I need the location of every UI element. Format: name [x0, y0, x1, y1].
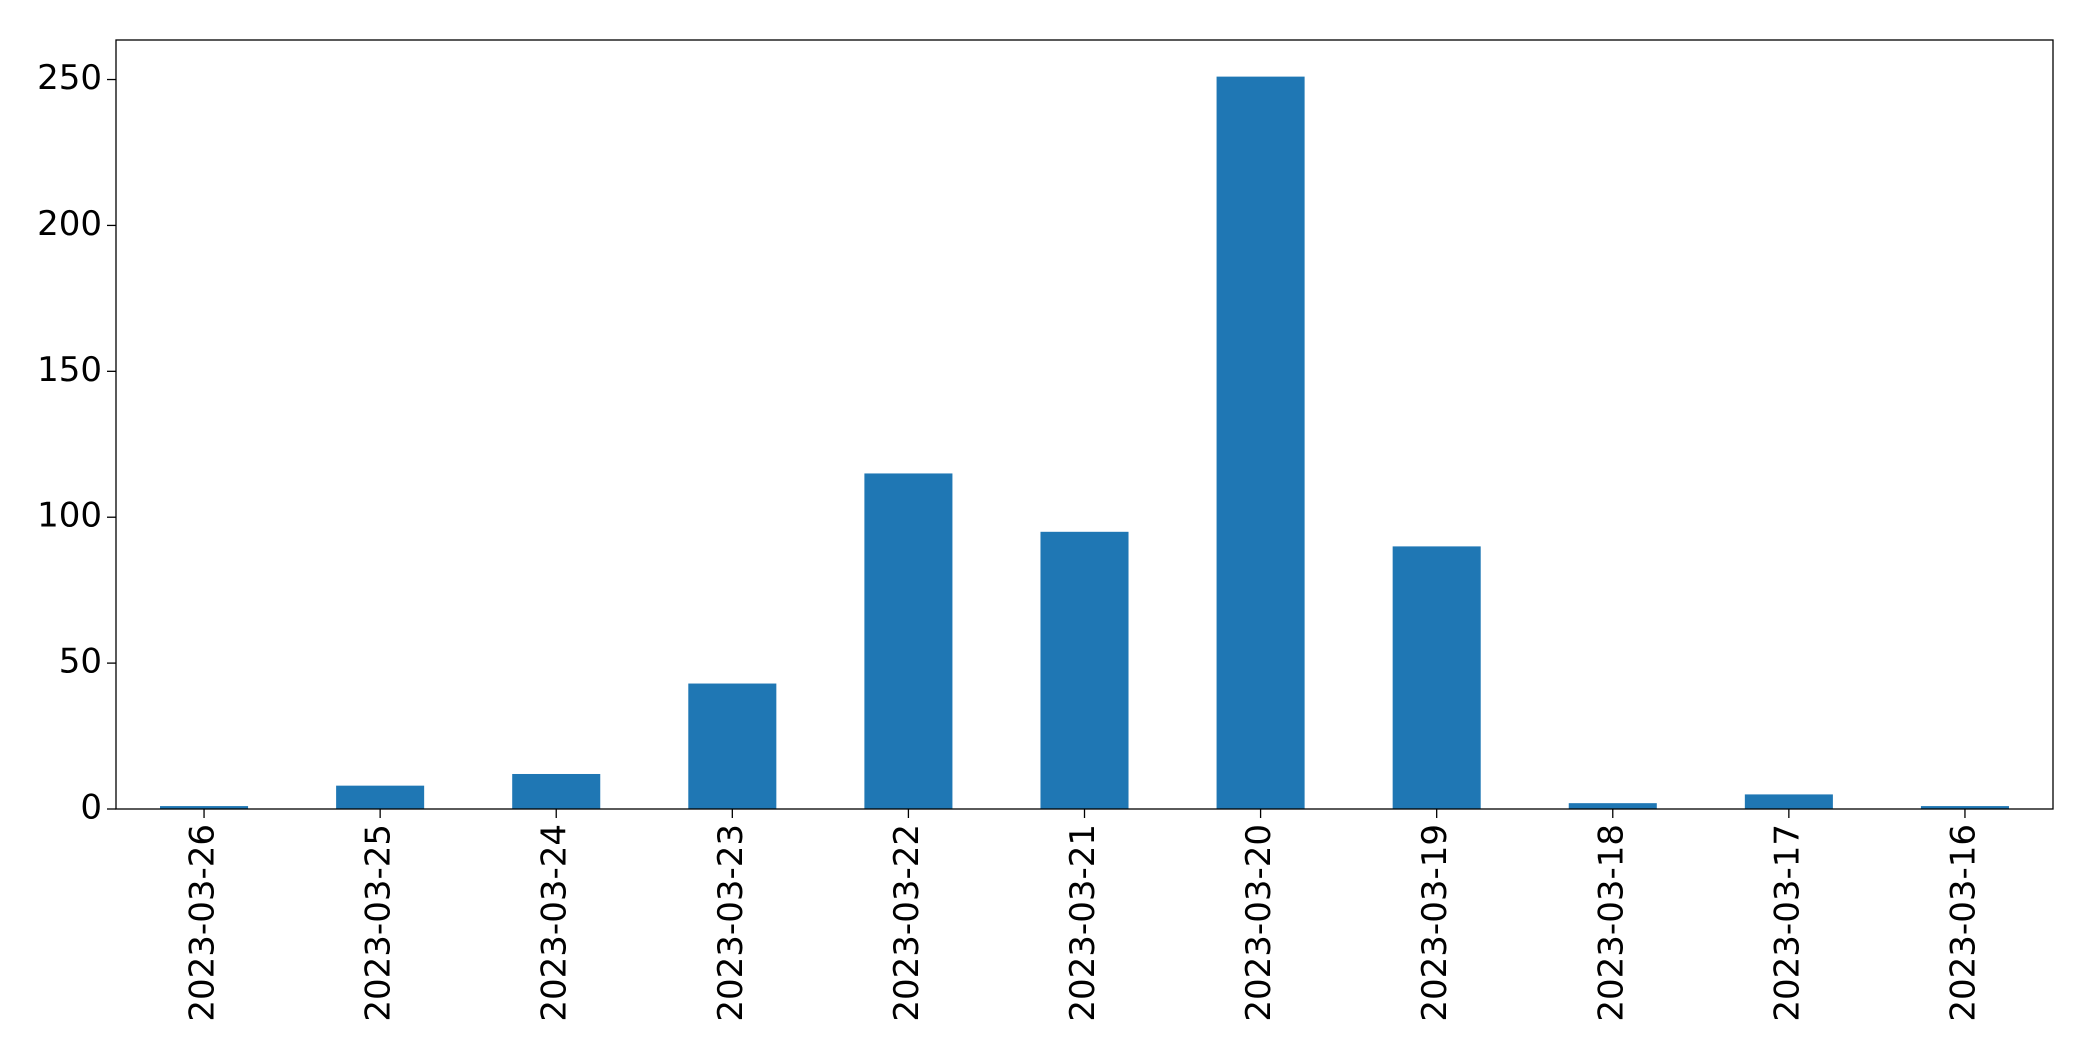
bar — [688, 683, 777, 809]
x-tick-label: 2023-03-26 — [183, 824, 223, 1022]
bar — [1392, 546, 1481, 809]
x-tick-label: 2023-03-17 — [1767, 824, 1807, 1022]
plot-frame — [115, 39, 2054, 810]
bar — [512, 773, 601, 809]
y-tick-label: 50 — [59, 642, 102, 682]
bar — [1744, 794, 1833, 809]
bar — [160, 806, 249, 809]
x-tick-label: 2023-03-20 — [1239, 824, 1279, 1022]
y-tick-label: 0 — [80, 788, 102, 828]
bar — [1568, 803, 1657, 809]
y-tick-label: 100 — [37, 496, 102, 536]
x-tick-label: 2023-03-16 — [1943, 824, 1983, 1022]
bar — [864, 473, 953, 809]
bar — [1216, 76, 1305, 810]
bar — [336, 785, 425, 809]
x-tick-label: 2023-03-23 — [711, 824, 751, 1022]
x-tick-label: 2023-03-18 — [1591, 824, 1631, 1022]
x-tick-label: 2023-03-19 — [1415, 824, 1455, 1022]
x-tick-label: 2023-03-21 — [1063, 824, 1103, 1022]
x-tick-label: 2023-03-24 — [535, 824, 575, 1022]
y-tick-label: 250 — [37, 58, 102, 98]
bar — [1040, 531, 1129, 809]
y-tick-label: 150 — [37, 350, 102, 390]
x-tick-label: 2023-03-22 — [887, 824, 927, 1022]
bar — [1920, 806, 2009, 809]
y-tick-label: 200 — [37, 204, 102, 244]
x-tick-label: 2023-03-25 — [359, 824, 399, 1022]
